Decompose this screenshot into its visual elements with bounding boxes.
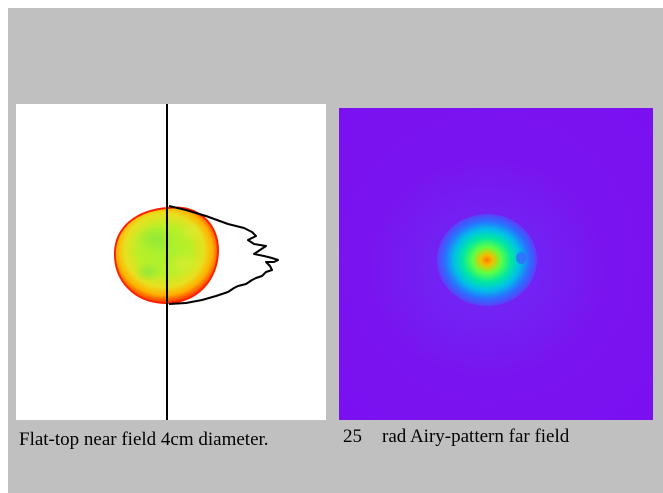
far-field-spot [437,214,537,306]
far-field-caption-text: rad Airy-pattern far field [382,426,570,447]
near-field-profile [168,205,279,305]
far-field-caption: 25 rad Airy-pattern far field [343,427,569,447]
near-field-caption: Flat-top near field 4cm diameter. [19,429,269,450]
near-field-svg [113,104,279,420]
far-field-caption-value: 25 [343,426,362,447]
far-field-image [339,108,653,420]
near-field-image [16,104,326,420]
far-field-svg [339,108,653,420]
